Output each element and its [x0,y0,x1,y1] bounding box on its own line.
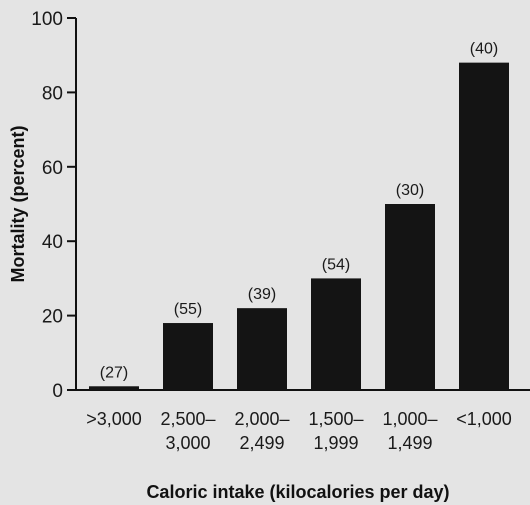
x-category-label: 2,500– [160,409,215,429]
sample-size-label: (54) [322,256,350,273]
sample-size-label: (27) [100,364,128,381]
x-category-label: 1,500– [308,409,363,429]
bar [163,323,213,390]
x-category-label: 1,999 [313,433,358,453]
x-axis-title: Caloric intake (kilocalories per day) [146,482,449,502]
bar [385,204,435,390]
x-category-label: 2,499 [239,433,284,453]
y-tick-label: 100 [31,9,63,30]
x-category-label: 3,000 [165,433,210,453]
x-category-label: 1,000– [382,409,437,429]
y-tick-label: 80 [42,83,63,104]
sample-size-label: (39) [248,286,276,303]
x-category-label: <1,000 [456,409,512,429]
x-category-label: 1,499 [387,433,432,453]
sample-size-label: (55) [174,301,202,318]
x-category-label: 2,000– [234,409,289,429]
y-axis-ticks: 0 20 40 60 80 100 [31,9,76,402]
sample-size-label: (40) [470,41,498,58]
x-category-label: >3,000 [86,409,142,429]
bars: (27) (55) (39) (54) (30) (40) [89,41,509,390]
y-tick-label: 60 [42,158,63,179]
category-labels: >3,000 2,500– 3,000 2,000– 2,499 1,500– 1,999 1… [86,409,512,453]
y-tick-label: 0 [52,381,63,402]
bar [311,278,361,390]
y-tick-label: 40 [42,232,63,253]
y-axis-title: Mortality (percent) [8,125,28,282]
y-tick-label: 20 [42,307,63,328]
bar [237,308,287,390]
bar [459,62,509,390]
bar [89,386,139,390]
sample-size-label: (30) [396,182,424,199]
